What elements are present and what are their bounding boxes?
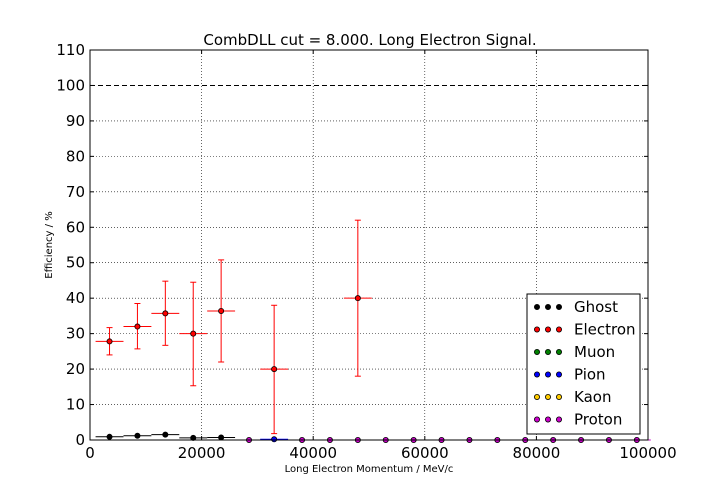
y-tick-label: 100 [56, 76, 85, 94]
y-axis-label: Efficiency / % [44, 211, 55, 278]
series-electron [95, 219, 372, 435]
y-tick-label: 70 [66, 183, 85, 201]
data-point [190, 330, 197, 337]
legend: Ghost Electron Muon Pion Kaon Proton [526, 293, 641, 435]
legend-box [526, 293, 641, 435]
legend-marker [534, 371, 541, 378]
x-tick-label: 0 [85, 444, 95, 462]
y-tick-label: 40 [66, 289, 85, 307]
legend-marker [545, 326, 552, 333]
axis-ticks: 0 20000 40000 60000 80000 100000 0 10 20 30 40 50 60… [56, 41, 676, 462]
legend-entry-electron: Electron [534, 321, 636, 339]
x-tick-label: 40000 [289, 444, 337, 462]
data-point [218, 434, 225, 441]
legend-marker [545, 371, 552, 378]
data-point [218, 307, 225, 314]
legend-entry-muon: Muon [534, 343, 615, 361]
legend-label: Ghost [574, 298, 618, 316]
plot-frame [89, 49, 649, 441]
data-point [162, 431, 169, 438]
chart-title: CombDLL cut = 8.000. Long Electron Signa… [203, 31, 536, 49]
legend-marker [534, 326, 541, 333]
legend-marker [545, 393, 552, 400]
y-tick-label: 10 [66, 396, 85, 414]
legend-entry-ghost: Ghost [534, 298, 618, 316]
legend-label: Proton [574, 411, 622, 429]
y-tick-label: 80 [66, 147, 85, 165]
legend-marker [534, 393, 541, 400]
data-point [134, 323, 141, 330]
legend-entry-proton: Proton [534, 411, 622, 429]
data-point [271, 436, 278, 443]
data-point [134, 432, 141, 439]
legend-label: Electron [574, 321, 636, 339]
legend-marker [545, 416, 552, 423]
legend-marker [545, 348, 552, 355]
data-point [271, 366, 278, 373]
x-tick-label: 60000 [401, 444, 449, 462]
data-point [106, 338, 113, 345]
y-tick-label: 20 [66, 360, 85, 378]
legend-entry-kaon: Kaon [534, 388, 611, 406]
legend-marker [556, 348, 563, 355]
data-point [162, 310, 169, 317]
legend-marker [545, 303, 552, 310]
x-tick-label: 100000 [619, 444, 676, 462]
x-axis-label: Long Electron Momentum / MeV/c [285, 464, 454, 475]
legend-marker [534, 303, 541, 310]
legend-marker [534, 348, 541, 355]
y-tick-label: 0 [75, 431, 85, 449]
legend-marker [556, 371, 563, 378]
data-point [106, 433, 113, 440]
legend-label: Pion [574, 366, 606, 384]
legend-marker [556, 393, 563, 400]
legend-marker [534, 416, 541, 423]
y-tick-label: 60 [66, 218, 85, 236]
legend-marker [556, 416, 563, 423]
legend-entry-pion: Pion [534, 366, 606, 384]
y-tick-label: 110 [56, 41, 85, 59]
legend-marker [556, 326, 563, 333]
y-tick-label: 50 [66, 254, 85, 272]
legend-label: Kaon [574, 388, 611, 406]
legend-marker [556, 303, 563, 310]
x-tick-label: 20000 [178, 444, 226, 462]
y-tick-label: 30 [66, 325, 85, 343]
x-tick-label: 80000 [513, 444, 561, 462]
data-point [354, 295, 361, 302]
series-ghost [95, 431, 236, 441]
legend-label: Muon [574, 343, 615, 361]
series-pion [260, 436, 289, 443]
y-tick-label: 90 [66, 112, 85, 130]
